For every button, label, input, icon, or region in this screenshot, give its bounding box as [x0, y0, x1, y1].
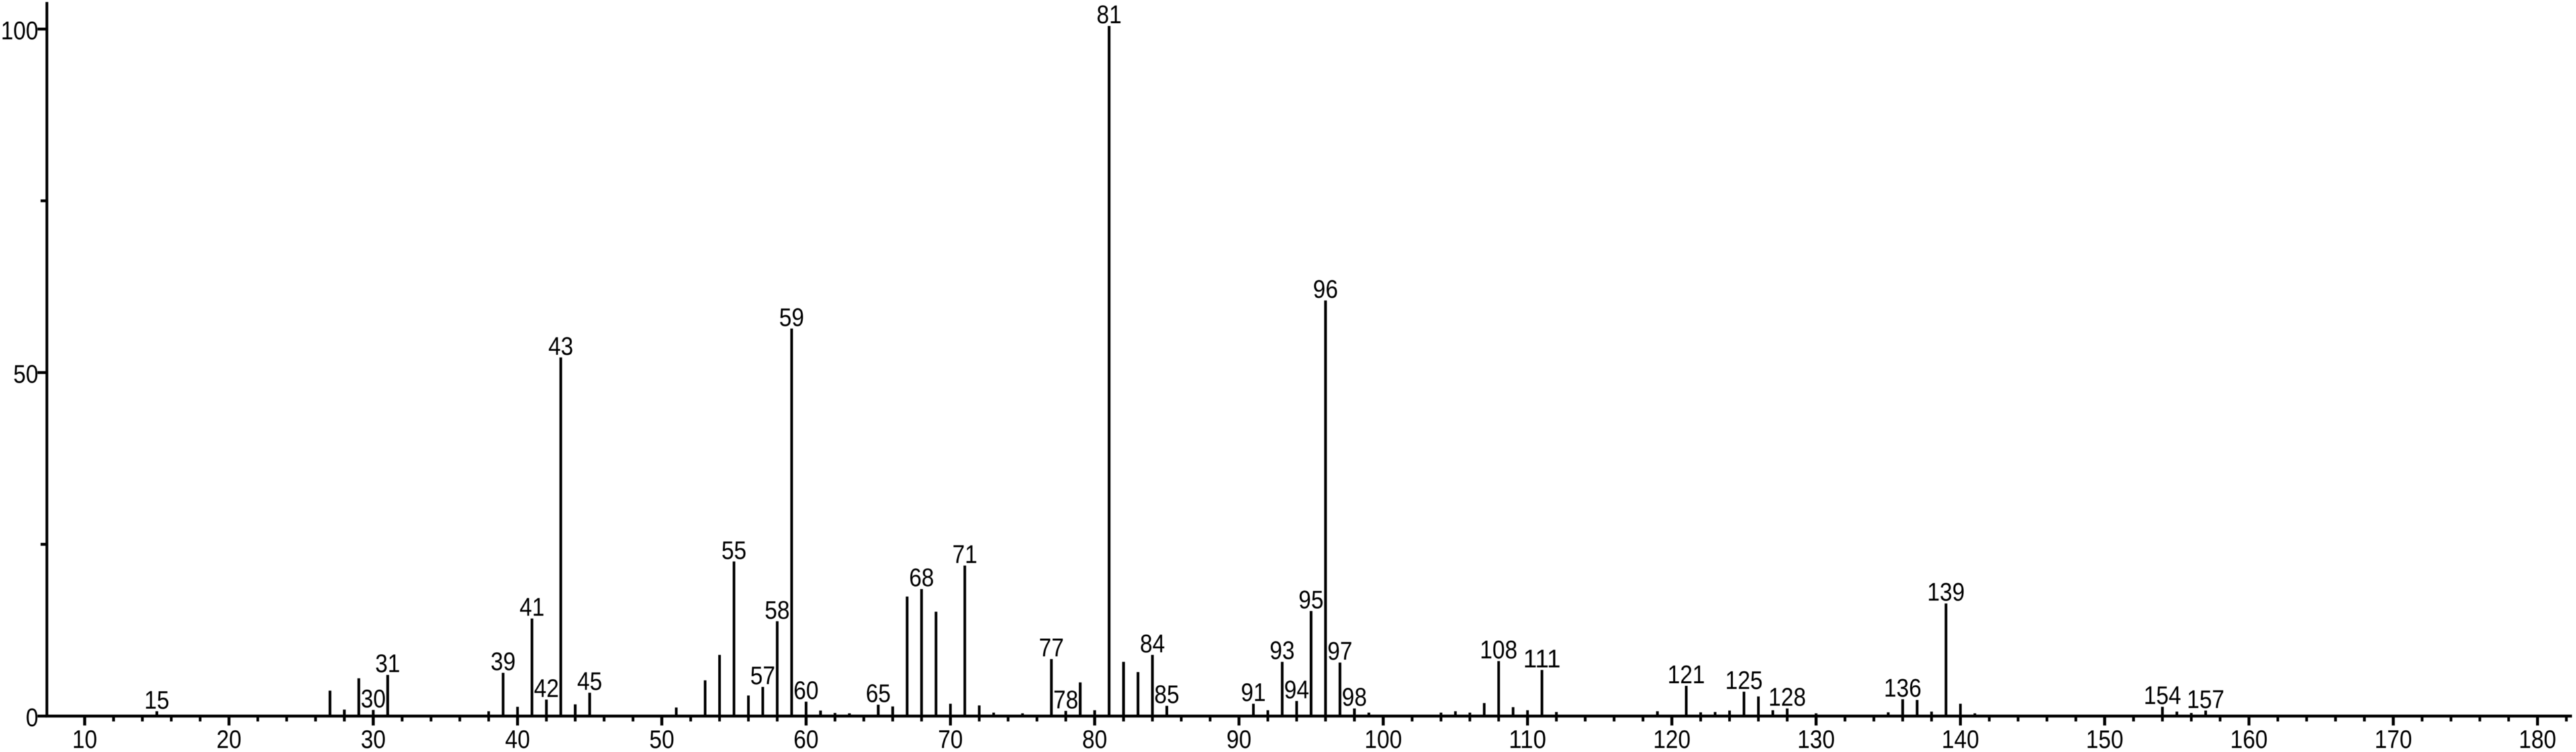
svg-text:50: 50: [649, 726, 674, 752]
svg-text:30: 30: [361, 685, 385, 713]
svg-text:0: 0: [26, 704, 38, 733]
svg-text:85: 85: [1154, 681, 1179, 709]
svg-text:95: 95: [1299, 586, 1324, 614]
svg-text:96: 96: [1313, 276, 1338, 304]
svg-text:45: 45: [578, 668, 602, 696]
svg-text:65: 65: [866, 680, 890, 708]
svg-text:20: 20: [216, 726, 241, 752]
svg-text:15: 15: [144, 686, 169, 714]
svg-text:100: 100: [1, 17, 38, 45]
svg-text:128: 128: [1769, 684, 1806, 712]
svg-text:90: 90: [1226, 726, 1251, 752]
svg-text:42: 42: [534, 675, 559, 703]
svg-text:150: 150: [2086, 726, 2123, 752]
svg-text:108: 108: [1480, 637, 1518, 665]
svg-text:50: 50: [13, 361, 38, 389]
svg-text:40: 40: [505, 726, 530, 752]
svg-text:80: 80: [1083, 726, 1107, 752]
svg-text:120: 120: [1653, 726, 1691, 752]
svg-text:91: 91: [1241, 679, 1266, 707]
svg-text:78: 78: [1054, 686, 1078, 714]
svg-text:111: 111: [1523, 645, 1561, 673]
svg-text:57: 57: [750, 662, 775, 690]
svg-text:94: 94: [1284, 676, 1309, 704]
svg-text:93: 93: [1270, 637, 1295, 665]
svg-text:59: 59: [779, 303, 804, 332]
svg-text:110: 110: [1509, 726, 1547, 752]
svg-text:70: 70: [938, 726, 963, 752]
svg-text:10: 10: [73, 726, 97, 752]
svg-text:170: 170: [2375, 726, 2412, 752]
svg-text:58: 58: [765, 596, 790, 624]
svg-text:55: 55: [721, 536, 746, 565]
svg-text:30: 30: [361, 726, 385, 752]
svg-text:139: 139: [1927, 579, 1965, 607]
svg-text:84: 84: [1140, 630, 1165, 658]
svg-text:121: 121: [1667, 661, 1705, 690]
svg-text:136: 136: [1884, 674, 1921, 702]
svg-text:39: 39: [491, 648, 516, 676]
svg-text:68: 68: [909, 564, 934, 592]
svg-text:154: 154: [2144, 682, 2181, 710]
svg-text:43: 43: [549, 332, 573, 361]
svg-text:81: 81: [1097, 1, 1121, 30]
svg-text:125: 125: [1725, 667, 1763, 695]
svg-text:98: 98: [1342, 684, 1367, 712]
svg-text:140: 140: [1941, 726, 1979, 752]
svg-text:71: 71: [952, 540, 977, 569]
svg-text:60: 60: [794, 726, 819, 752]
svg-text:160: 160: [2230, 726, 2268, 752]
svg-text:60: 60: [794, 677, 819, 705]
svg-text:77: 77: [1039, 634, 1064, 663]
svg-text:180: 180: [2519, 726, 2557, 752]
svg-text:130: 130: [1798, 726, 1835, 752]
svg-text:157: 157: [2187, 686, 2225, 714]
svg-text:97: 97: [1328, 638, 1352, 666]
svg-text:31: 31: [375, 650, 400, 678]
svg-text:41: 41: [520, 594, 545, 622]
svg-text:100: 100: [1365, 726, 1402, 752]
